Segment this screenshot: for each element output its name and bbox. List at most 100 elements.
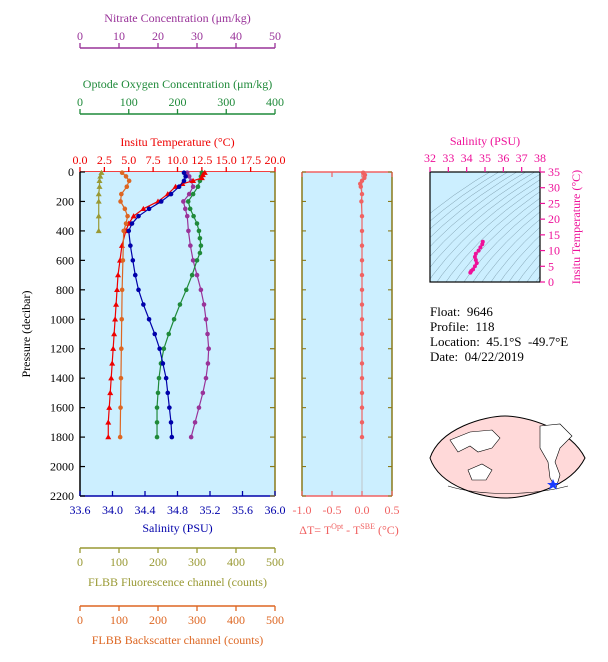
data-point [121, 228, 126, 234]
axis-tick-label: 34.0 [102, 503, 123, 517]
data-point [474, 261, 479, 266]
axis-tick-label: 20.0 [265, 153, 286, 167]
data-point [473, 258, 478, 262]
data-point [118, 375, 124, 381]
top-axes: 0 10 20 30 40 50 Nitrate Concentration (μm/kg)… [73, 11, 286, 173]
axis-tick-label: 300 [217, 95, 235, 109]
data-point [472, 264, 477, 269]
ts-tick-label: 35 [548, 165, 560, 179]
axis-tick-label: 5.0 [121, 153, 136, 167]
world-map [429, 415, 586, 499]
isoline [592, 167, 608, 292]
axis-title: FLBB Backscatter channel (counts) [92, 633, 264, 647]
data-point [181, 170, 187, 176]
axis-tick-label: 500 [266, 613, 284, 627]
data-point [359, 228, 365, 234]
data-point [359, 375, 365, 381]
pressure-tick-label: 1800 [50, 430, 74, 444]
axis-tick-label: 10.0 [167, 153, 188, 167]
data-point [189, 272, 195, 278]
axis-tick-label: 100 [120, 95, 138, 109]
data-point [186, 228, 191, 234]
axis-tick-label: 300 [188, 613, 206, 627]
data-point [190, 184, 196, 190]
pressure-tick-label: 200 [56, 194, 74, 208]
data-point [163, 375, 169, 381]
data-point [136, 287, 141, 293]
data-point [194, 258, 200, 263]
data-point [203, 316, 209, 322]
location: Location: 45.1°S -49.7°E [430, 334, 569, 349]
float-id: Float: 9646 [430, 304, 493, 319]
axis-tick-label: 30 [191, 29, 203, 43]
axis-tick-label: 20 [152, 29, 164, 43]
ts-tick-label: 32 [424, 151, 436, 165]
data-point [183, 206, 188, 212]
ts-tick-label: 25 [548, 196, 560, 210]
ts-tick-label: 35 [479, 151, 491, 165]
axis-tick-label: 400 [266, 95, 284, 109]
data-point [359, 302, 365, 307]
isoline [430, 172, 500, 222]
data-point [194, 272, 200, 278]
data-point [169, 434, 175, 440]
axis-tick-label: 500 [266, 555, 284, 569]
axis-tick-label: 400 [227, 555, 245, 569]
data-point [480, 239, 485, 244]
data-point [359, 361, 365, 366]
isoline [481, 218, 540, 282]
axis-tick-label: 34.8 [167, 503, 188, 517]
isoline [499, 235, 540, 282]
axis-tick-label: 10 [113, 29, 125, 43]
pressure-tick-label: 1200 [50, 342, 74, 356]
isoline [430, 172, 536, 257]
data-point [106, 404, 113, 410]
data-point [181, 199, 186, 204]
data-point [123, 221, 129, 226]
data-point [359, 405, 365, 410]
data-point [359, 346, 365, 351]
series-ts [468, 239, 485, 275]
profile-number: Profile: 118 [430, 319, 495, 334]
ts-tick-label: 34 [461, 151, 473, 165]
ts-tick-label: 33 [442, 151, 454, 165]
isoline [430, 179, 540, 280]
data-point [476, 248, 481, 253]
isoline [430, 172, 491, 214]
isoline [583, 167, 608, 292]
data-point [96, 183, 103, 189]
data-point [111, 331, 118, 337]
data-point [154, 434, 160, 440]
data-point [181, 178, 187, 184]
series-oxygen [154, 170, 205, 440]
pressure-axis-title: Pressure (decibar) [19, 291, 33, 378]
ts-y-axis-title: Insitu Temperature (°C) [569, 170, 583, 284]
data-point [123, 174, 129, 179]
data-point [188, 243, 193, 248]
data-point [125, 213, 130, 219]
series-nitrate [181, 170, 211, 440]
data-point [120, 258, 126, 263]
axis-tick-label: 100 [110, 613, 128, 627]
dt-axis-title: ΔT= TOpt - TSBE (°C) [299, 522, 399, 537]
data-point [114, 286, 121, 293]
axis-title: Optode Oxygen Concentration (μm/kg) [83, 77, 272, 91]
data-point [95, 191, 102, 197]
data-point [190, 177, 197, 184]
data-point [168, 191, 174, 197]
isoline [517, 253, 540, 282]
data-point [478, 245, 483, 250]
dt-tick-label: -1.0 [293, 503, 312, 517]
isoline [436, 185, 540, 282]
axis-tick-label: 0 [77, 555, 83, 569]
data-point [95, 227, 102, 234]
axis-tick-label: 33.6 [70, 503, 91, 517]
map-land-asia [449, 429, 501, 453]
pressure-tick-label: 1000 [50, 312, 74, 326]
data-point [119, 287, 125, 293]
data-point [119, 170, 125, 176]
data-point [472, 254, 477, 259]
data-point [195, 184, 201, 190]
pressure-tick-label: 1400 [50, 371, 74, 385]
data-point [156, 375, 162, 381]
